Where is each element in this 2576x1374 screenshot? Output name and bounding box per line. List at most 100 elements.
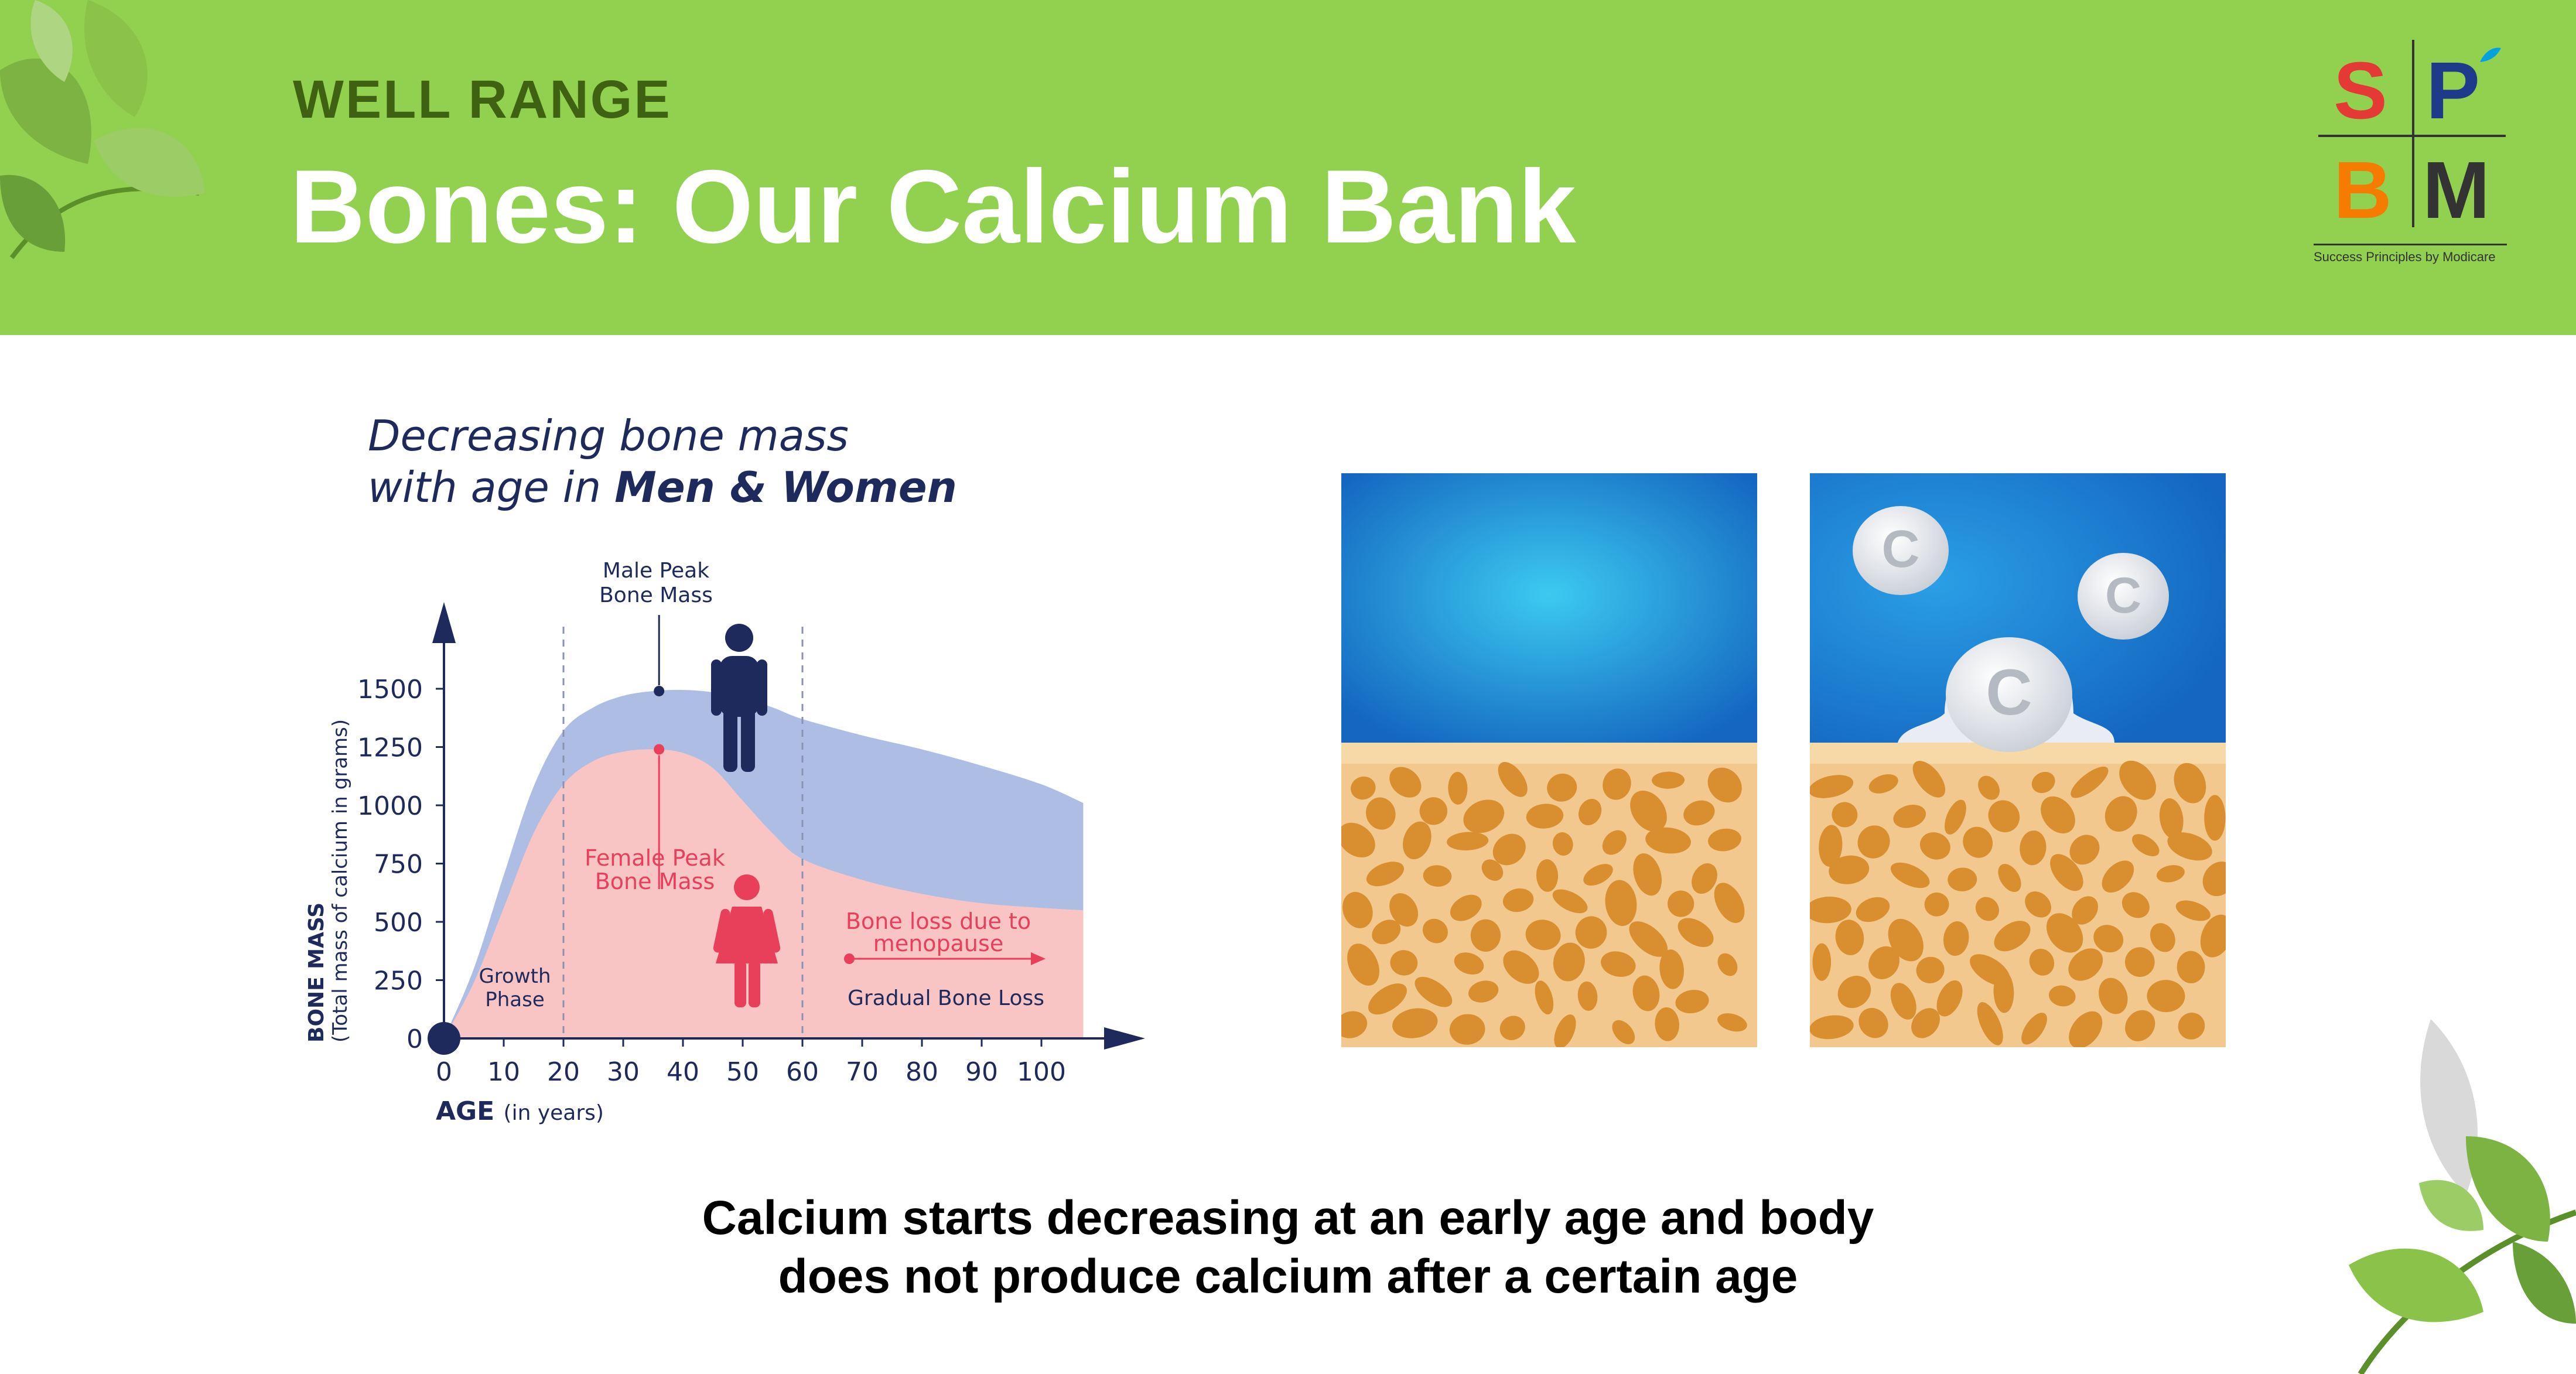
bone-pore — [1911, 1008, 1940, 1038]
caption-line2: does not produce calcium after a certain… — [778, 1250, 1798, 1303]
logo-accent-icon — [2480, 47, 2501, 62]
caption-line1: Calcium starts decreasing at an early ag… — [702, 1191, 1874, 1245]
x-axis-arrow-icon — [1104, 1027, 1145, 1050]
logo-letter-s: S — [2334, 46, 2388, 136]
male-figure-icon — [711, 624, 767, 772]
bone-pore — [1810, 1015, 1854, 1040]
bone-illustrations: C C C — [1341, 473, 2232, 1047]
bone-pore — [1389, 767, 1422, 798]
bone-pore — [1659, 949, 1684, 989]
bone-pore — [2174, 763, 2206, 804]
bone-pore — [1678, 918, 1714, 947]
bone-pore — [1498, 762, 1528, 797]
chart-title: Decreasing bone mass with age in Men & W… — [368, 410, 957, 513]
bone-pore — [2021, 1013, 2047, 1045]
bone-pore — [1575, 916, 1607, 949]
logo-letter-m: M — [2423, 145, 2490, 235]
bone-pore — [1368, 983, 1407, 1015]
logo-divider-horizontal — [2318, 135, 2506, 137]
bone-pore — [1936, 980, 1963, 1017]
bone-pore — [2156, 865, 2185, 883]
x-tick-label: 40 — [667, 1057, 699, 1087]
bone-pore — [1503, 950, 1539, 984]
logo-underline — [2314, 244, 2507, 245]
bone-pore — [1978, 775, 2000, 800]
bone-pore — [2204, 795, 2226, 841]
bone-pore — [1633, 853, 1662, 896]
bone-pore — [2104, 796, 2137, 832]
growth-phase-label-line2: Phase — [485, 988, 545, 1011]
bone-pore — [1341, 822, 1375, 857]
bone-pore — [1630, 790, 1667, 832]
bone-pore — [1975, 897, 2000, 921]
bone-pore — [2050, 854, 2083, 891]
bone-pore — [1577, 981, 1598, 1011]
chart-title-line2: with age in Men & Women — [368, 462, 957, 513]
bone-pore — [1675, 990, 1709, 1014]
bone-pore — [1415, 976, 1453, 1007]
bone-pore — [1470, 919, 1501, 952]
chart-title-line1: Decreasing bone mass — [368, 411, 849, 460]
bone-pore — [1351, 776, 1376, 800]
bone-pore — [1422, 918, 1448, 944]
bone-pore — [1645, 827, 1691, 854]
y-axis-arrow-icon — [432, 602, 456, 643]
male-peak-label-line2: Bone Mass — [599, 583, 713, 607]
bone-pore — [1692, 863, 1717, 894]
calcium-bone-panel: C C C — [1810, 473, 2226, 1047]
bone-pore — [1499, 1016, 1525, 1041]
bone-pore — [1578, 798, 1602, 826]
chart-title-line2-prefix: with age in — [368, 463, 615, 512]
svg-text:C: C — [1986, 657, 2032, 729]
bone-pore — [1526, 804, 1564, 829]
bone-pore — [2020, 830, 2047, 866]
chart-title-line2-bold: Men & Women — [614, 463, 957, 512]
calcium-tablets-bone-icon: C C C — [1810, 473, 2226, 1047]
leaf-decoration-icon — [0, 0, 205, 259]
bone-pore — [1602, 830, 1627, 855]
bone-pore — [1717, 953, 1738, 976]
bone-pore — [2121, 892, 2150, 918]
bone-pore — [2069, 835, 2100, 865]
bone-pore — [1448, 771, 1468, 805]
bone-pore — [1919, 832, 1950, 860]
bone-pore — [1998, 863, 2021, 893]
y-axis-unit-label: (Total mass of calcium in grams) — [329, 719, 352, 1043]
bone-pore — [1963, 826, 1993, 858]
logo-letter-p: P — [2426, 46, 2481, 136]
bone-pore — [1890, 983, 1916, 1020]
bone-pore — [1525, 920, 1561, 951]
x-tick-label: 70 — [846, 1057, 879, 1087]
bone-pore — [2147, 980, 2185, 1013]
bone-pore — [1583, 864, 1613, 886]
bone-pore — [1554, 1014, 1576, 1047]
y-tick-label: 1000 — [357, 791, 423, 821]
bone-pore — [1652, 771, 1685, 789]
bone-pore — [1707, 767, 1742, 803]
bone-pore — [1890, 862, 1930, 888]
female-peak-dot — [654, 744, 665, 755]
bone-pore — [1977, 1002, 2003, 1045]
bone-pore — [1492, 833, 1526, 866]
bone-pore — [2031, 771, 2055, 794]
bone-pore — [2093, 925, 2124, 953]
svg-text:C: C — [1882, 520, 1920, 579]
bone-pore — [1392, 1008, 1438, 1038]
x-tick-label: 50 — [726, 1057, 759, 1087]
bone-pore — [1812, 943, 1832, 981]
bone-mass-chart: Decreasing bone mass with age in Men & W… — [281, 398, 1195, 1160]
female-peak-label: Female Peak — [585, 845, 725, 871]
bone-pore — [1536, 859, 1559, 892]
y-tick-label: 250 — [374, 966, 423, 996]
male-peak-dot — [654, 685, 665, 696]
y-tick-label: 1500 — [357, 675, 423, 705]
logo-letter-b: B — [2334, 145, 2392, 235]
x-tick-label: 30 — [607, 1057, 640, 1087]
origin-dot-icon — [428, 1022, 460, 1055]
bone-pore — [2202, 862, 2226, 897]
svg-text:C: C — [2105, 568, 2141, 624]
x-tick-label: 20 — [547, 1057, 580, 1087]
bone-pore — [1454, 952, 1484, 975]
bone-pore — [1945, 799, 1966, 835]
bone-pore — [2099, 977, 2128, 1014]
